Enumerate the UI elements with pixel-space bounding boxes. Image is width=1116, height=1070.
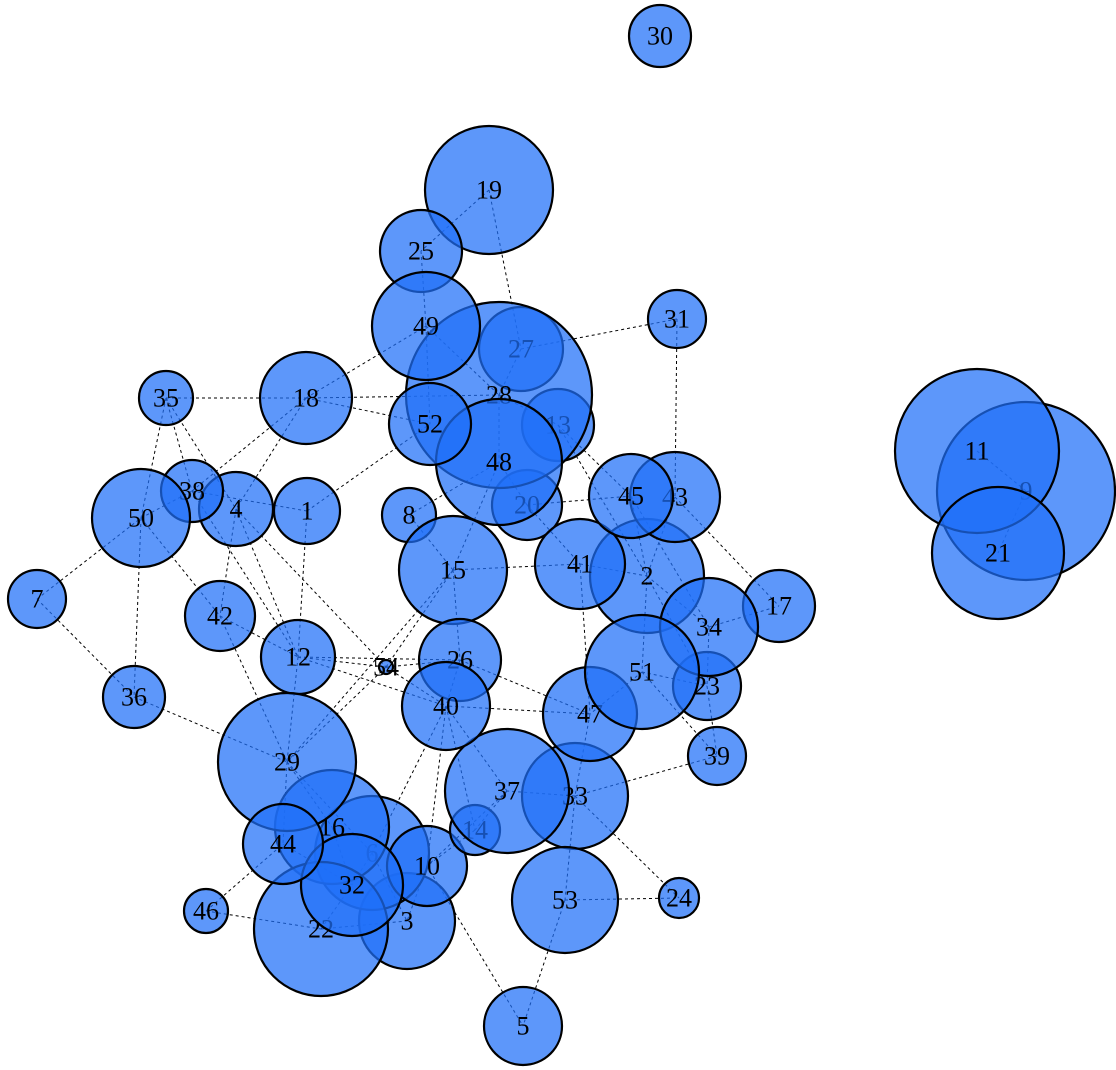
- node-24: 24: [657, 876, 701, 920]
- node-44: 44: [241, 802, 325, 886]
- node-circle-30: [627, 3, 693, 69]
- node-circle-51: [583, 613, 701, 731]
- node-21: 21: [930, 485, 1066, 621]
- node-label-18: 18: [293, 384, 319, 413]
- node-label-44: 44: [270, 830, 296, 859]
- node-label-25: 25: [408, 237, 434, 266]
- node-label-52: 52: [417, 410, 443, 439]
- node-circle-52: [387, 381, 473, 467]
- node-circle-46: [182, 887, 230, 935]
- node-label-37: 37: [494, 777, 520, 806]
- node-19: 19: [423, 124, 555, 256]
- node-39: 39: [686, 725, 748, 787]
- node-41: 41: [533, 517, 627, 611]
- node-label-36: 36: [121, 683, 147, 712]
- node-circle-37: [443, 727, 571, 855]
- node-label-19: 19: [476, 176, 502, 205]
- node-36: 36: [101, 664, 167, 730]
- node-circle-36: [101, 664, 167, 730]
- node-label-46: 46: [193, 897, 219, 926]
- node-1: 1: [272, 476, 342, 546]
- node-label-24: 24: [666, 884, 692, 913]
- node-label-7: 7: [31, 585, 44, 614]
- node-label-54: 54: [373, 653, 399, 682]
- node-label-42: 42: [207, 602, 233, 631]
- node-7: 7: [6, 568, 68, 630]
- node-label-39: 39: [704, 742, 730, 771]
- node-50: 50: [90, 467, 192, 569]
- node-circle-7: [6, 568, 68, 630]
- node-label-2: 2: [641, 562, 654, 591]
- node-label-10: 10: [414, 852, 440, 881]
- node-49: 49: [370, 270, 482, 382]
- node-circle-44: [241, 802, 325, 886]
- node-label-8: 8: [403, 501, 416, 530]
- node-label-1: 1: [301, 497, 314, 526]
- node-54: 54: [373, 653, 399, 682]
- node-circle-54: [377, 658, 395, 676]
- node-circle-32: [299, 832, 405, 938]
- node-label-45: 45: [618, 482, 644, 511]
- node-12: 12: [259, 618, 337, 696]
- node-label-3: 3: [401, 907, 414, 936]
- node-circle-39: [686, 725, 748, 787]
- node-label-32: 32: [339, 871, 365, 900]
- node-label-48: 48: [486, 448, 512, 477]
- node-circle-42: [183, 579, 257, 653]
- node-label-40: 40: [433, 692, 459, 721]
- node-5: 5: [482, 985, 564, 1067]
- node-label-41: 41: [567, 550, 593, 579]
- node-label-51: 51: [629, 658, 655, 687]
- node-10: 10: [385, 824, 469, 908]
- node-52: 52: [387, 381, 473, 467]
- node-label-53: 53: [552, 886, 578, 915]
- node-label-35: 35: [153, 384, 179, 413]
- node-label-5: 5: [517, 1012, 530, 1041]
- node-label-50: 50: [128, 504, 154, 533]
- node-45: 45: [587, 452, 675, 540]
- node-circle-5: [482, 985, 564, 1067]
- node-35: 35: [137, 369, 195, 427]
- node-label-21: 21: [985, 539, 1011, 568]
- node-label-4: 4: [230, 495, 243, 524]
- node-circle-53: [510, 845, 620, 955]
- node-circle-35: [137, 369, 195, 427]
- node-circle-18: [258, 350, 354, 446]
- node-15: 15: [397, 514, 509, 626]
- node-circle-19: [423, 124, 555, 256]
- node-17: 17: [741, 568, 817, 644]
- node-label-12: 12: [285, 643, 311, 672]
- node-51: 51: [583, 613, 701, 731]
- node-label-17: 17: [766, 592, 792, 621]
- node-18: 18: [258, 350, 354, 446]
- node-label-30: 30: [647, 22, 673, 51]
- node-circle-50: [90, 467, 192, 569]
- node-circle-49: [370, 270, 482, 382]
- node-40: 40: [400, 660, 492, 752]
- node-46: 46: [182, 887, 230, 935]
- node-label-11: 11: [964, 437, 989, 466]
- node-label-34: 34: [696, 613, 722, 642]
- node-circle-40: [400, 660, 492, 752]
- node-31: 31: [646, 288, 708, 350]
- node-circle-24: [657, 876, 701, 920]
- node-label-15: 15: [440, 556, 466, 585]
- node-label-49: 49: [413, 312, 439, 341]
- node-37: 37: [443, 727, 571, 855]
- node-label-31: 31: [664, 305, 690, 334]
- node-42: 42: [183, 579, 257, 653]
- node-32: 32: [299, 832, 405, 938]
- node-circle-41: [533, 517, 627, 611]
- node-53: 53: [510, 845, 620, 955]
- node-layer: 1234567891011121314151617181920212223242…: [6, 3, 1116, 1067]
- node-circle-45: [587, 452, 675, 540]
- node-30: 30: [627, 3, 693, 69]
- node-circle-31: [646, 288, 708, 350]
- node-label-29: 29: [274, 748, 300, 777]
- node-circle-21: [930, 485, 1066, 621]
